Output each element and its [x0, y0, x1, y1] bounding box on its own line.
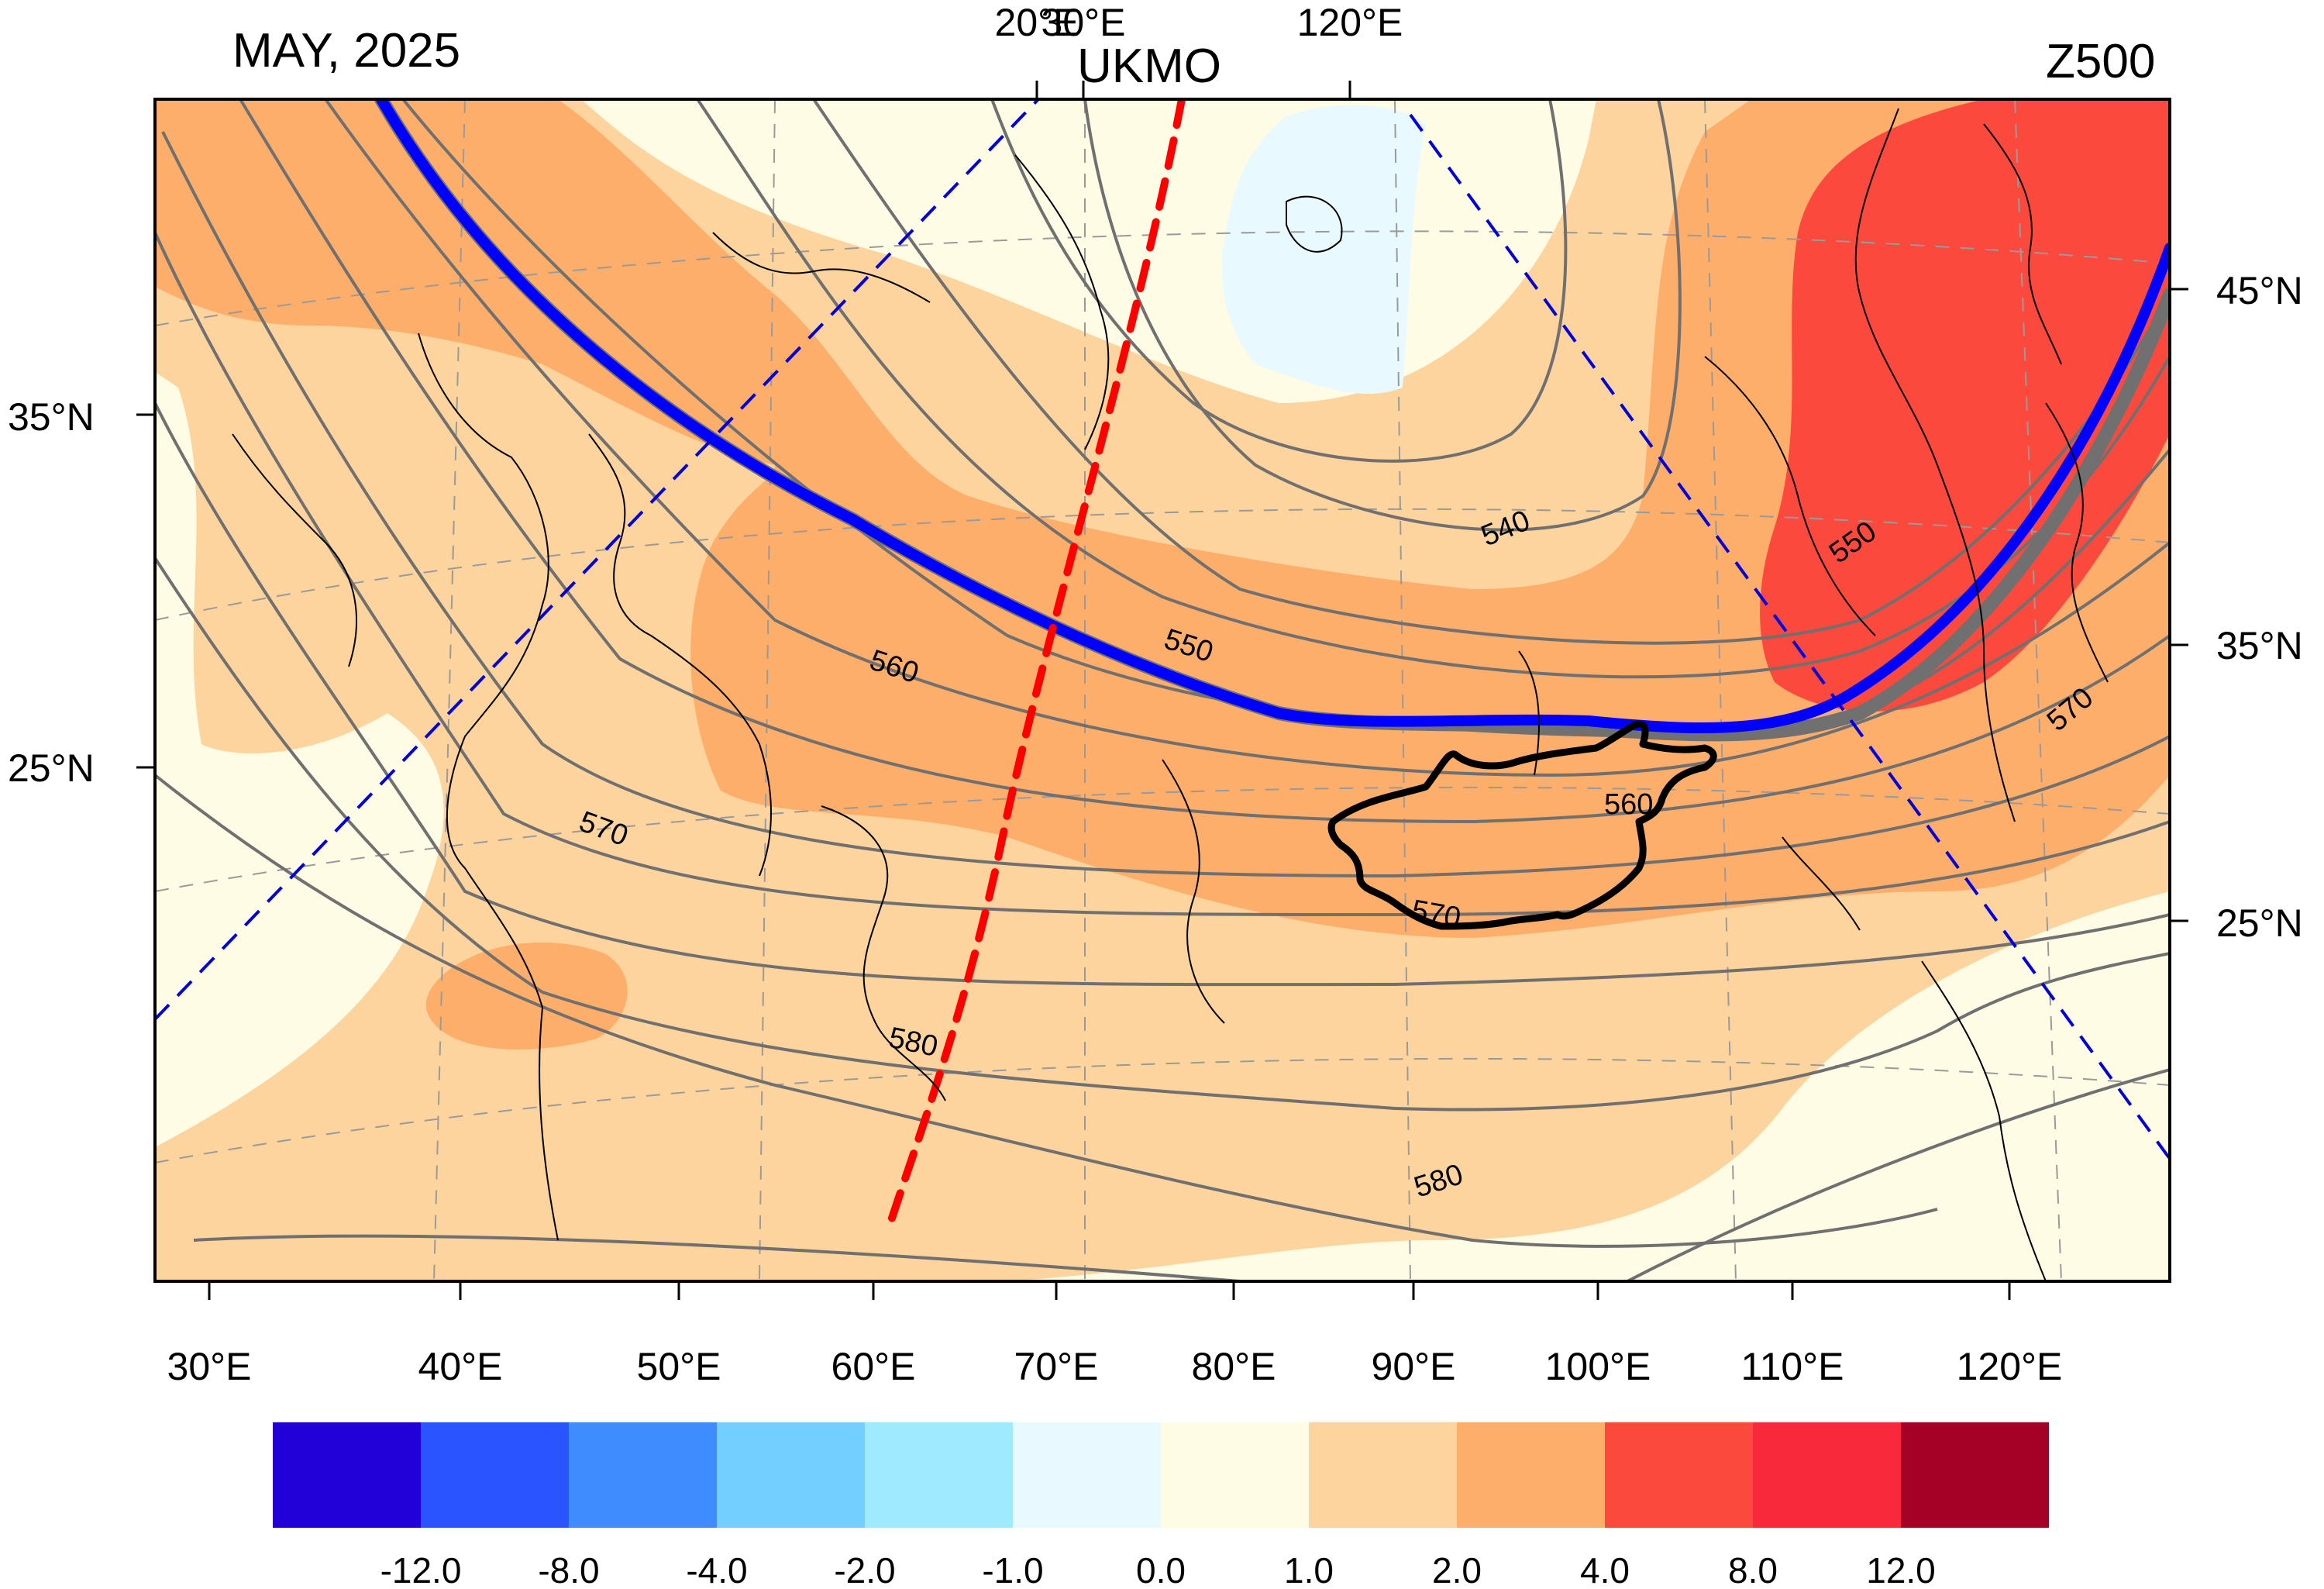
- lon-label: 80°E: [1192, 1345, 1276, 1388]
- lon-label: 60°E: [831, 1345, 916, 1388]
- colorbar-label: 2.0: [1432, 1550, 1482, 1589]
- lat-label-left: 35°N: [8, 395, 95, 439]
- colorbar-label: 8.0: [1728, 1550, 1778, 1589]
- lon-label: 30°E: [167, 1345, 252, 1388]
- lon-label: 70°E: [1014, 1345, 1099, 1388]
- title-model: UKMO: [1077, 40, 1221, 93]
- colorbar-label: 4.0: [1580, 1550, 1630, 1589]
- lat-label-right: 25°N: [2216, 901, 2303, 945]
- lon-label: 110°E: [1740, 1345, 1844, 1388]
- top-ticks: [1035, 81, 1351, 99]
- colorbar-box: [1901, 1422, 2049, 1528]
- colorbar-box: [273, 1422, 421, 1528]
- colorbar-label: -4.0: [686, 1550, 747, 1589]
- colorbar-box: [865, 1422, 1013, 1528]
- colorbar-box: [1753, 1422, 1901, 1528]
- anomaly-fill-blue: [1221, 105, 1426, 395]
- colorbar-label: -1.0: [982, 1550, 1043, 1589]
- anomaly-fill-red: [1760, 99, 2170, 712]
- lon-labels: 30°E 40°E 50°E 60°E 70°E 80°E 90°E 100°E…: [167, 1345, 2063, 1388]
- lat-label-right: 45°N: [2216, 269, 2303, 312]
- top-lon-label: 20°E: [995, 1, 1079, 44]
- height-contours: [155, 99, 2170, 1281]
- colorbar: -12.0 -8.0 -4.0 -2.0 -1.0 0.0 1.0 2.0 4.0 8.0 12.0: [273, 1422, 2049, 1589]
- lon-label: 50°E: [637, 1345, 721, 1388]
- lon-ticks: [208, 1281, 2011, 1300]
- lon-label: 100°E: [1545, 1345, 1651, 1388]
- colorbar-label: -12.0: [380, 1550, 462, 1589]
- colorbar-label: 0.0: [1136, 1550, 1186, 1589]
- colorbar-label: 12.0: [1866, 1550, 1936, 1589]
- top-lon-label: 30°E: [1041, 1, 1126, 44]
- sector-boundary-lines: [155, 99, 2170, 1160]
- lat-label-right: 35°N: [2216, 624, 2303, 667]
- colorbar-box: [1161, 1422, 1309, 1528]
- colorbar-box: [569, 1422, 717, 1528]
- top-lon-labels: 20°E 30°E 120°E: [995, 1, 1403, 44]
- colorbar-label: -2.0: [834, 1550, 895, 1589]
- colorbar-box: [421, 1422, 569, 1528]
- map-area: 540 550 550 560 560 570 570 570 580 580: [155, 99, 2170, 1281]
- colorbar-box: [1605, 1422, 1753, 1528]
- map-frame: [153, 98, 2171, 1283]
- lat-ticks: [136, 288, 2188, 922]
- colorbar-box: [1457, 1422, 1605, 1528]
- colorbar-box: [1309, 1422, 1457, 1528]
- coastlines: [232, 108, 2109, 1281]
- colorbar-label: 1.0: [1284, 1550, 1334, 1589]
- lon-label: 90°E: [1372, 1345, 1456, 1388]
- title-variable: Z500: [2046, 35, 2155, 88]
- colorbar-label: -8.0: [538, 1550, 599, 1589]
- lon-label: 40°E: [418, 1345, 503, 1388]
- colorbar-box: [1013, 1422, 1161, 1528]
- contour-label: 560: [1604, 788, 1653, 821]
- lat-labels: 35°N 25°N 45°N 35°N 25°N: [8, 269, 2303, 945]
- colorbar-box: [717, 1422, 865, 1528]
- top-lon-label: 120°E: [1297, 1, 1403, 44]
- anomaly-fill-mid-patch: [425, 942, 628, 1050]
- lat-label-left: 25°N: [8, 746, 95, 790]
- ridge-line: [376, 99, 2170, 733]
- trough-line: [883, 99, 1186, 1236]
- region-outline: [1327, 720, 1717, 930]
- title-month: MAY, 2025: [232, 24, 460, 78]
- lon-label: 120°E: [1957, 1345, 2063, 1388]
